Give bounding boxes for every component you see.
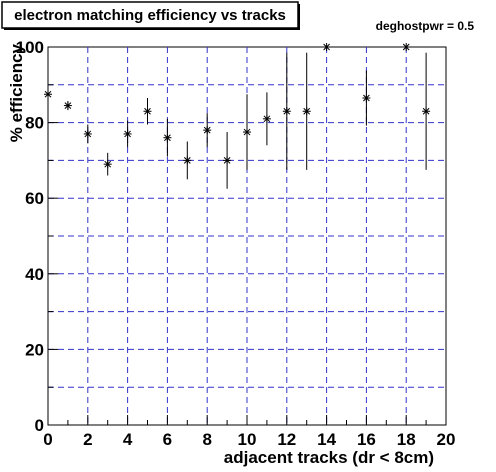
y-tick-label: 60: [25, 189, 44, 208]
data-point: [203, 113, 212, 148]
asterisk-marker: [322, 43, 331, 51]
data-point: [63, 101, 72, 111]
data-point: [123, 120, 132, 148]
x-axis: 0 2 4 6 8 10 12 14 16 18 20: [43, 415, 455, 449]
y-tick-label: 80: [25, 114, 44, 133]
x-tick-label: 16: [357, 430, 376, 449]
x-tick-label: 20: [437, 430, 456, 449]
data-point: [322, 43, 331, 51]
data-point: [422, 52, 431, 170]
asterisk-marker: [262, 114, 271, 123]
asterisk-marker: [402, 43, 411, 51]
x-tick-label: 8: [202, 430, 211, 449]
y-tick-label: 40: [25, 265, 44, 284]
y-tick-label: 20: [25, 340, 44, 359]
x-tick-label: 12: [277, 430, 296, 449]
asterisk-marker: [282, 107, 291, 116]
asterisk-marker: [44, 90, 52, 99]
asterisk-marker: [123, 129, 132, 138]
asterisk-marker: [103, 160, 112, 169]
asterisk-marker: [362, 94, 371, 103]
data-points: [44, 43, 431, 189]
title-box: electron matching efficiency vs tracks: [1, 1, 300, 30]
chart-title: electron matching efficiency vs tracks: [14, 7, 286, 24]
data-point: [143, 98, 152, 125]
x-tick-label: 14: [317, 430, 336, 449]
data-point: [402, 43, 411, 51]
data-point: [362, 70, 371, 126]
x-tick-label: 4: [123, 430, 133, 449]
asterisk-marker: [243, 128, 251, 137]
y-tick-label: 0: [35, 416, 44, 435]
x-tick-label: 0: [43, 430, 52, 449]
data-point: [302, 52, 311, 170]
annotation-text: deghostpwr = 0.5: [376, 19, 475, 33]
asterisk-marker: [302, 107, 311, 116]
data-point: [243, 94, 251, 170]
title-frame: [1, 1, 299, 29]
asterisk-marker: [63, 101, 72, 110]
data-point: [262, 92, 271, 146]
x-tick-label: 6: [163, 430, 172, 449]
data-point: [163, 118, 172, 157]
asterisk-marker: [183, 156, 192, 165]
x-tick-label: 18: [397, 430, 416, 449]
data-point: [83, 124, 92, 144]
x-axis-label: adjacent tracks (dr < 8cm): [224, 448, 434, 467]
y-axis: 0 20 40 60 80 100: [16, 38, 58, 435]
asterisk-marker: [203, 126, 212, 135]
data-point: [103, 152, 112, 176]
asterisk-marker: [223, 156, 232, 165]
data-point: [44, 90, 52, 99]
y-tick-label: 100: [16, 38, 44, 57]
x-tick-label: 10: [238, 430, 257, 449]
asterisk-marker: [422, 107, 431, 116]
data-point: [223, 132, 232, 189]
asterisk-marker: [143, 107, 152, 116]
x-tick-label: 2: [83, 430, 92, 449]
data-point: [183, 141, 192, 180]
data-point: [282, 52, 291, 170]
asterisk-marker: [83, 129, 92, 138]
asterisk-marker: [163, 133, 172, 142]
y-axis-label: % efficiency: [7, 43, 26, 142]
